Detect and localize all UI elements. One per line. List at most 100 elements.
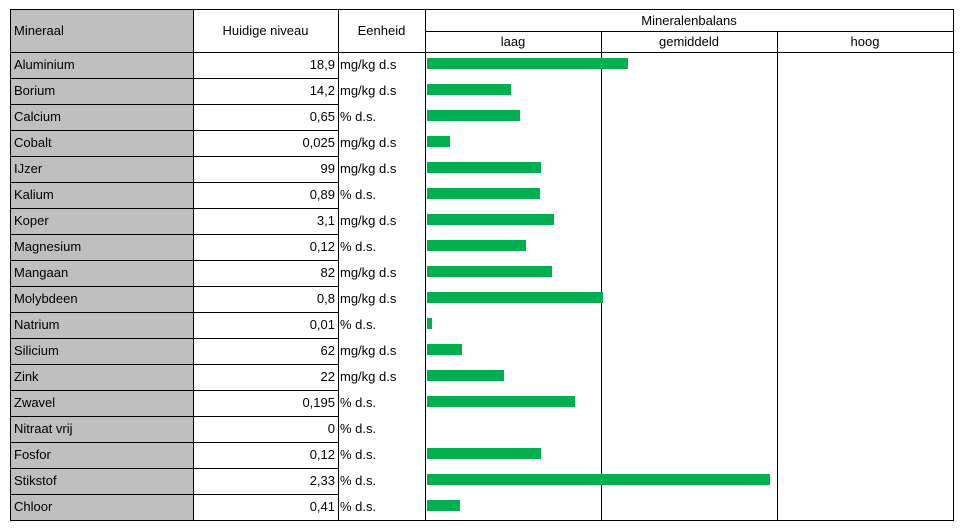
balance-bar: [427, 188, 540, 199]
current-level-value: 99: [320, 161, 335, 176]
unit-value: % d.s.: [340, 421, 377, 436]
unit-value: % d.s.: [340, 447, 377, 462]
balance-bar: [427, 266, 552, 277]
balance-bar: [427, 214, 554, 225]
balance-bar: [427, 292, 603, 303]
current-level-value: 0,89: [309, 187, 335, 202]
grid-line: [10, 52, 954, 53]
current-level-value: 0,41: [309, 499, 335, 514]
mineral-name: Stikstof: [14, 473, 57, 488]
balance-bar: [427, 58, 628, 69]
mineral-name: Cobalt: [14, 135, 52, 150]
current-level-value: 0: [327, 421, 335, 436]
grid-line: [10, 520, 954, 521]
mineral-column-fill: [10, 9, 193, 520]
grid-line: [10, 390, 339, 391]
unit-value: % d.s.: [340, 499, 377, 514]
grid-line: [10, 416, 339, 417]
header-high: hoog: [850, 34, 880, 49]
unit-value: mg/kg d.s: [340, 57, 397, 72]
grid-line: [10, 260, 339, 261]
unit-value: % d.s.: [340, 317, 377, 332]
unit-value: mg/kg d.s: [340, 135, 397, 150]
mineral-name: Mangaan: [14, 265, 69, 280]
current-level-value: 2,33: [309, 473, 335, 488]
balance-bar: [427, 240, 526, 251]
grid-line: [10, 468, 339, 469]
unit-value: mg/kg d.s: [340, 343, 397, 358]
mineral-name: Nitraat vrij: [14, 421, 73, 436]
grid-line: [10, 182, 339, 183]
header-level: Huidige niveau: [222, 23, 309, 38]
grid-line: [10, 104, 339, 105]
current-level-value: 18,9: [309, 57, 335, 72]
mineral-name: Magnesium: [14, 239, 82, 254]
unit-value: mg/kg d.s: [340, 291, 397, 306]
mineral-name: Natrium: [14, 317, 60, 332]
mineral-name: Zink: [14, 369, 39, 384]
current-level-value: 0,8: [316, 291, 335, 306]
mineral-name: Molybdeen: [14, 291, 78, 306]
unit-value: mg/kg d.s: [340, 213, 397, 228]
balance-bar: [427, 344, 463, 355]
unit-value: mg/kg d.s: [340, 369, 397, 384]
grid-line: [10, 494, 339, 495]
balance-bar: [427, 396, 575, 407]
current-level-value: 0,65: [309, 109, 335, 124]
header-balance: Mineralenbalans: [641, 12, 737, 28]
grid-line: [10, 312, 339, 313]
header-mid: gemiddeld: [659, 34, 719, 49]
grid-line: [10, 156, 339, 157]
current-level-value: 82: [320, 265, 335, 280]
balance-bar: [427, 84, 512, 95]
mineral-name: Aluminium: [14, 57, 75, 72]
grid-line: [10, 78, 339, 79]
grid-line: [953, 9, 954, 521]
balance-bar: [427, 110, 521, 121]
balance-bar: [427, 474, 771, 485]
grid-line: [425, 31, 954, 32]
grid-line: [10, 338, 339, 339]
grid-line: [10, 234, 339, 235]
header-mineral: Mineraal: [14, 23, 64, 38]
balance-bar: [427, 318, 433, 329]
grid-line: [10, 208, 339, 209]
mineral-name: Borium: [14, 83, 56, 98]
grid-line: [10, 364, 339, 365]
balance-bar: [427, 448, 542, 459]
current-level-value: 0,12: [309, 239, 335, 254]
grid-line: [10, 442, 339, 443]
unit-value: % d.s.: [340, 187, 377, 202]
mineral-name: Fosfor: [14, 447, 51, 462]
grid-line: [10, 130, 339, 131]
mineral-name: Koper: [14, 213, 49, 228]
mineral-name: Kalium: [14, 187, 54, 202]
unit-value: mg/kg d.s: [340, 161, 397, 176]
current-level-value: 3,1: [316, 213, 335, 228]
current-level-value: 22: [320, 369, 335, 384]
current-level-value: 14,2: [309, 83, 335, 98]
current-level-value: 0,01: [309, 317, 335, 332]
header-low: laag: [500, 34, 526, 49]
current-level-value: 0,195: [302, 395, 335, 410]
current-level-value: 0,12: [309, 447, 335, 462]
unit-value: % d.s.: [340, 395, 377, 410]
balance-bar: [427, 136, 450, 147]
balance-bar: [427, 500, 461, 511]
grid-line: [601, 31, 602, 521]
balance-bar: [427, 162, 542, 173]
current-level-value: 0,025: [302, 135, 335, 150]
grid-line: [338, 9, 339, 521]
mineral-name: IJzer: [14, 161, 43, 176]
mineral-name: Calcium: [14, 109, 61, 124]
unit-value: % d.s.: [340, 473, 377, 488]
unit-value: % d.s.: [340, 109, 377, 124]
grid-line: [10, 286, 339, 287]
unit-value: mg/kg d.s: [340, 265, 397, 280]
header-unit: Eenheid: [357, 23, 406, 38]
grid-line: [10, 9, 11, 521]
current-level-value: 62: [320, 343, 335, 358]
unit-value: mg/kg d.s: [340, 83, 397, 98]
grid-line: [193, 9, 194, 521]
